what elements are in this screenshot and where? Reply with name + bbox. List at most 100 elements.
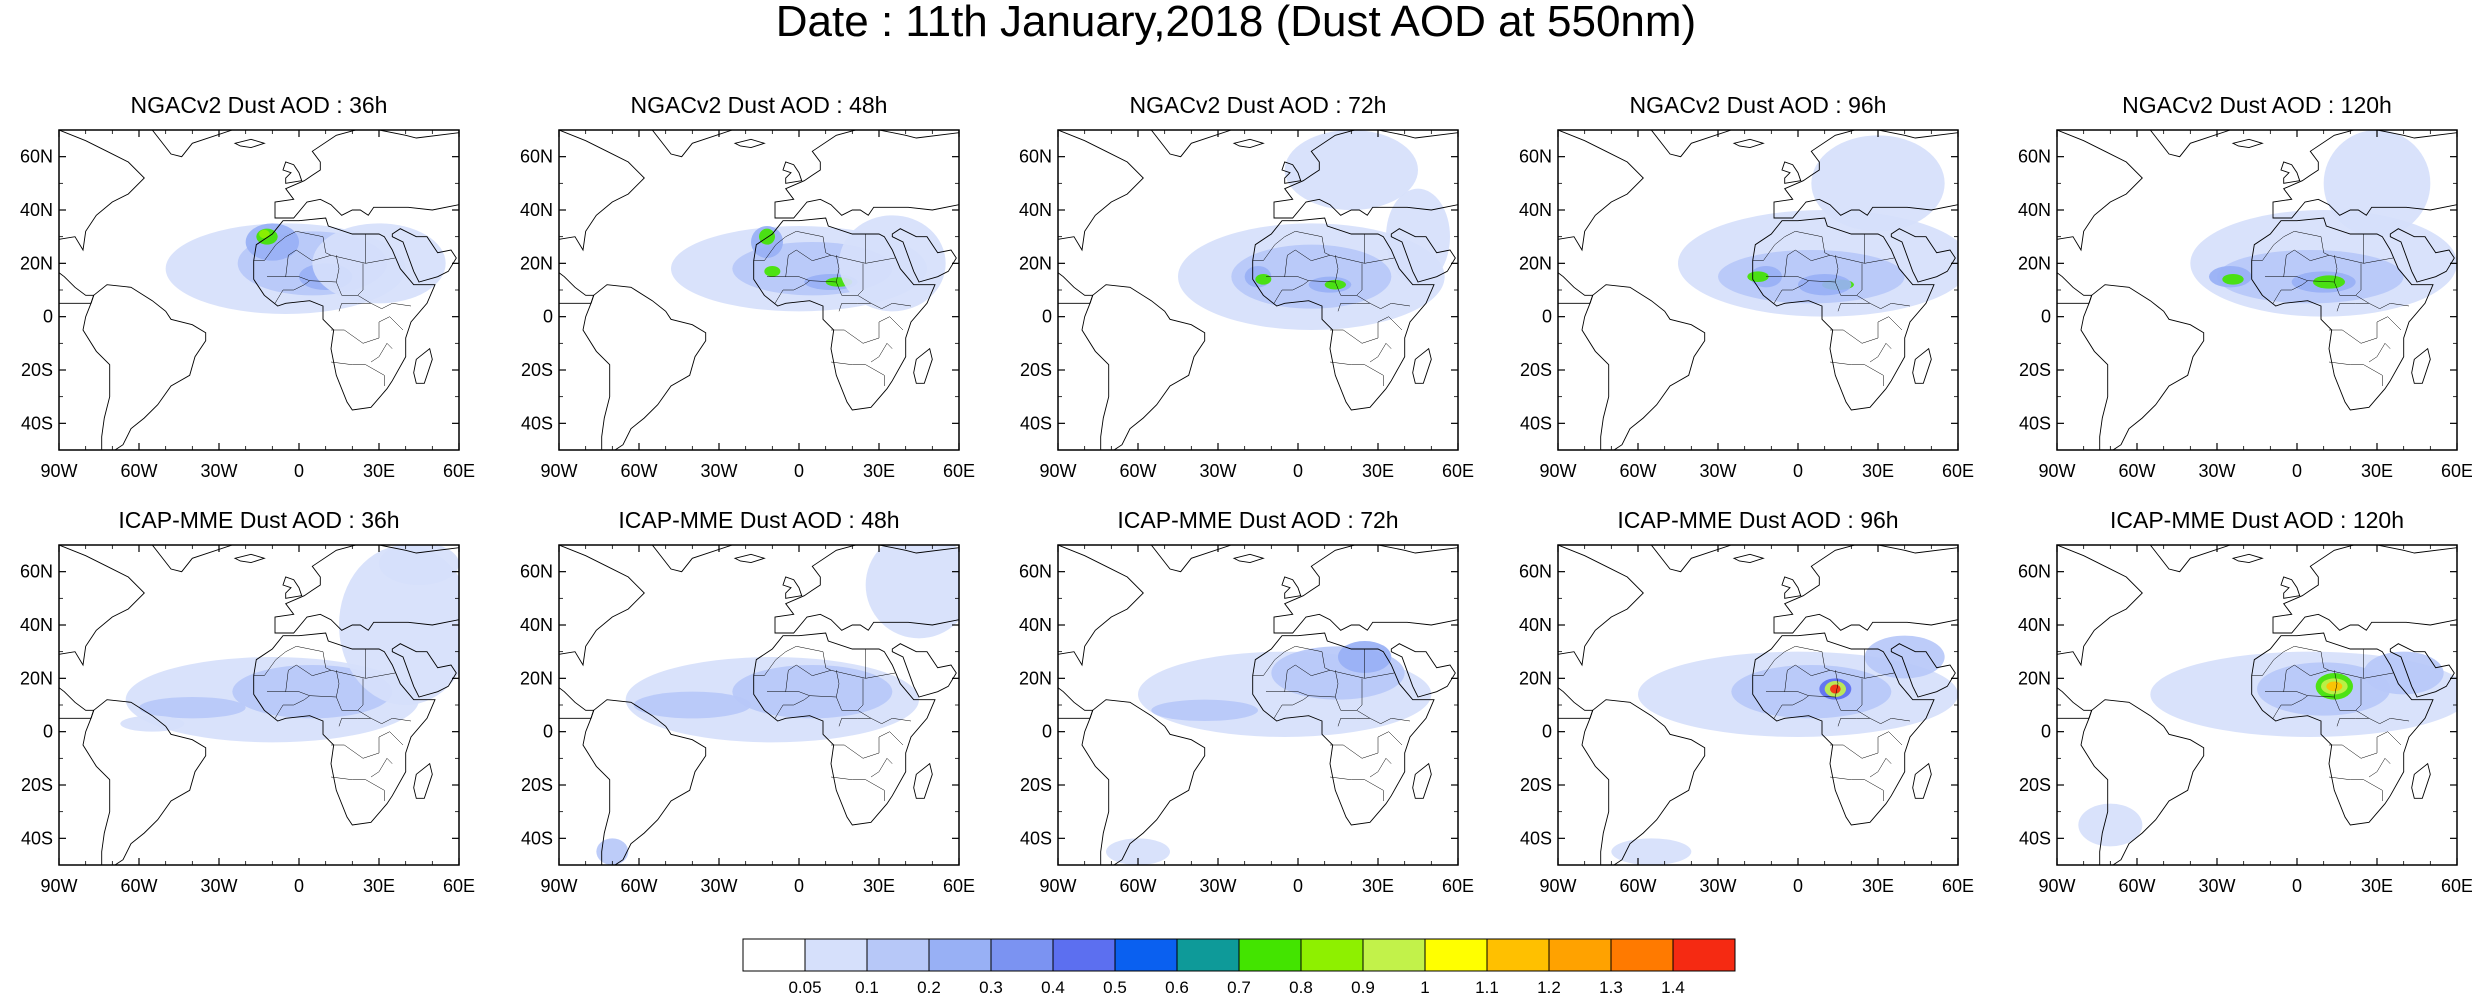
coastline-uk — [1281, 161, 1302, 184]
country-border — [253, 646, 366, 679]
coastline-europe — [274, 130, 459, 219]
dust-aod-area — [2323, 130, 2431, 237]
map-plot: 90W 60W 30W 0 30E 60E 60N 40N 20N 0 20S 40S — [520, 129, 975, 481]
panel-title: NGACv2 Dust AOD : 72h — [1129, 92, 1387, 118]
dust-aod-area — [139, 697, 246, 719]
coastline-iceland — [1232, 138, 1265, 149]
lat-tick-label: 20N — [2018, 253, 2051, 273]
lat-tick-label: 0 — [2041, 722, 2051, 742]
country-border — [836, 670, 840, 698]
panel-title: NGACv2 Dust AOD : 48h — [630, 92, 888, 118]
lon-tick-label: 60W — [620, 876, 657, 896]
colorbar-label: 1.2 — [1537, 978, 1561, 997]
country-border — [1829, 776, 1884, 801]
coastline-madagascar — [413, 762, 433, 799]
coastline-africa — [1252, 217, 1435, 411]
map-panel: NGACv2 Dust AOD : 72h 90W 60W 30W 0 30E 60E 60N… — [1019, 90, 1474, 481]
colorbar-swatch — [990, 938, 1054, 972]
coastline-north-america — [1058, 130, 1144, 304]
lat-tick-label: 40N — [2018, 200, 2051, 220]
country-border — [2334, 255, 2338, 283]
coastline-uk — [282, 576, 303, 599]
country-border — [1369, 757, 1392, 778]
map-plot: 90W 60W 30W 0 30E 60E 60N 40N 20N 0 20S 40S — [20, 544, 475, 896]
coastline-africa — [1752, 217, 1935, 411]
colorbar-swatch — [1300, 938, 1364, 972]
lon-tick-label: 90W — [1539, 876, 1576, 896]
lon-tick-label: 30E — [1862, 876, 1894, 896]
dust-aod-area — [1611, 838, 1692, 865]
coastline-europe — [2272, 130, 2457, 219]
lat-tick-label: 40S — [2019, 413, 2051, 433]
panel-title: ICAP-MME Dust AOD : 96h — [1617, 507, 1899, 533]
lon-tick-label: 90W — [2038, 876, 2075, 896]
colorbar-svg — [742, 938, 1736, 972]
lon-tick-label: 90W — [540, 876, 577, 896]
map-svg: 90W 60W 30W 0 30E 60E 60N 40N 20N 0 20S 40S — [2018, 544, 2472, 896]
lat-tick-label: 40N — [520, 200, 553, 220]
coastline-europe — [1773, 545, 1958, 634]
country-border — [1773, 695, 1809, 719]
country-border — [331, 731, 404, 759]
colorbar-swatch — [804, 938, 868, 972]
lat-tick-label: 0 — [1042, 722, 1052, 742]
country-border — [1837, 718, 1870, 727]
country-border — [2336, 303, 2369, 312]
coastline-south-america — [582, 284, 707, 450]
dust-aod-area — [865, 545, 959, 639]
country-border — [1329, 361, 1384, 386]
lat-tick-label: 40S — [521, 413, 553, 433]
lon-tick-label: 0 — [294, 876, 304, 896]
lon-tick-label: 0 — [2292, 461, 2302, 481]
lon-tick-label: 30W — [700, 461, 737, 481]
colorbar: 0.05 0.1 0.2 0.3 0.4 0.5 0.6 0.7 0.8 0.9 1 1.1 1.2 1.… — [742, 938, 1736, 997]
lon-tick-label: 60E — [443, 876, 475, 896]
country-border — [285, 249, 332, 277]
colorbar-swatch — [1362, 938, 1426, 972]
country-border — [330, 776, 385, 801]
lon-tick-label: 90W — [2038, 461, 2075, 481]
dust-aod-area — [1731, 665, 1892, 719]
country-border — [370, 757, 393, 778]
lon-tick-label: 60W — [1119, 876, 1156, 896]
colorbar-label: 0.05 — [788, 978, 822, 997]
colorbar-swatch — [1424, 938, 1488, 972]
lon-tick-label: 90W — [1539, 461, 1576, 481]
lon-tick-label: 30E — [363, 461, 395, 481]
dust-aod-area — [1231, 244, 1392, 309]
lon-tick-label: 30W — [1199, 876, 1236, 896]
colorbar-label: 0.6 — [1165, 978, 1189, 997]
country-border — [1337, 718, 1370, 727]
country-border — [831, 316, 904, 344]
country-border — [2251, 231, 2364, 264]
coastline-uk — [2280, 576, 2301, 599]
lon-tick-label: 0 — [794, 461, 804, 481]
panel-title: ICAP-MME Dust AOD : 72h — [1117, 507, 1399, 533]
dust-aod-area — [312, 223, 446, 304]
lon-tick-label: 30E — [2361, 461, 2393, 481]
country-border — [1284, 249, 1331, 277]
country-border — [2368, 342, 2391, 363]
dust-aod-area — [1798, 274, 1852, 296]
coastline-africa — [2251, 632, 2434, 826]
country-border — [336, 255, 340, 283]
map-panel: ICAP-MME Dust AOD : 120h 90W 60W 30W 0 30E 60E… — [2018, 505, 2472, 896]
country-border — [370, 342, 393, 363]
lat-tick-label: 60N — [1019, 147, 1052, 167]
lat-tick-label: 20N — [520, 253, 553, 273]
country-border — [1752, 646, 1865, 679]
map-panel: ICAP-MME Dust AOD : 36h 90W 60W 30W 0 30E 60E 6… — [20, 505, 475, 896]
country-border — [2329, 731, 2402, 759]
coastline-uk — [1781, 576, 1802, 599]
dust-aod-area — [2222, 274, 2244, 285]
coastline-north-america — [2057, 130, 2143, 304]
country-border — [830, 361, 885, 386]
country-border — [357, 295, 412, 309]
colorbar-label: 0.5 — [1103, 978, 1127, 997]
lon-tick-label: 30W — [2198, 876, 2235, 896]
dust-aod-area — [2078, 803, 2143, 847]
country-border — [831, 731, 904, 759]
coastline-africa — [1252, 632, 1435, 826]
coastline-iceland — [233, 138, 266, 149]
lat-tick-label: 40N — [20, 200, 53, 220]
